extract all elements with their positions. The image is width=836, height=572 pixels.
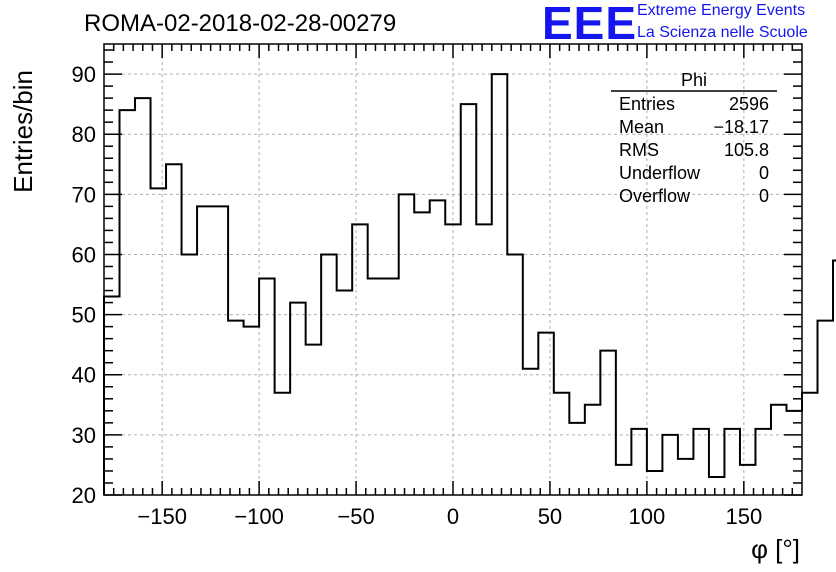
histogram-bin — [166, 164, 182, 495]
histogram-bin — [461, 104, 477, 495]
x-tick-label: 150 — [725, 504, 762, 529]
x-tick-label: 50 — [538, 504, 562, 529]
stats-value-rms: 105.8 — [724, 140, 769, 160]
plot-title: ROMA-02-2018-02-28-00279 — [84, 10, 397, 37]
eee-tagline-1: Extreme Energy Events — [637, 2, 806, 19]
stats-label-underflow: Underflow — [619, 163, 701, 183]
y-tick-label: 80 — [72, 122, 96, 147]
x-tick-label: 100 — [629, 504, 666, 529]
histogram-bin — [693, 429, 709, 495]
histogram-bin — [197, 206, 213, 495]
x-tick-label: −100 — [234, 504, 284, 529]
y-tick-label: 40 — [72, 363, 96, 388]
histogram-bin — [476, 224, 492, 495]
y-tick-label: 60 — [72, 242, 96, 267]
histogram-bin — [275, 393, 291, 495]
histogram-bin — [818, 321, 834, 495]
stats-label-entries: Entries — [619, 94, 675, 114]
histogram-bin — [569, 423, 585, 495]
histogram-step-line — [103, 73, 836, 495]
histogram-bin — [306, 345, 322, 495]
y-tick-label: 90 — [72, 62, 96, 87]
stats-box: Phi Entries 2596 Mean −18.17 RMS 105.8 U… — [611, 70, 777, 206]
histogram-bin — [585, 405, 601, 495]
histogram-bin — [135, 98, 151, 495]
y-tick-label: 20 — [72, 483, 96, 508]
histogram-bin — [600, 351, 616, 495]
histogram-bin — [352, 224, 368, 495]
histogram-bin — [182, 254, 198, 495]
histogram-bin — [445, 224, 461, 495]
histogram-bin — [414, 212, 430, 495]
histogram-bin — [383, 279, 399, 495]
y-tick-label: 70 — [72, 182, 96, 207]
stats-label-overflow: Overflow — [619, 186, 691, 206]
histogram-bin — [554, 393, 570, 495]
histogram-bin — [399, 194, 415, 495]
axis-ticks — [104, 44, 802, 496]
histogram-bin — [151, 188, 167, 495]
histogram-bin — [337, 291, 353, 495]
histogram-bin — [430, 200, 446, 495]
x-axis-title: φ [°] — [751, 534, 800, 564]
eee-logo: EEE — [542, 0, 638, 49]
stats-value-entries: 2596 — [729, 94, 769, 114]
histogram-bin — [259, 279, 275, 495]
histogram-bin — [755, 429, 771, 495]
y-tick-label: 50 — [72, 303, 96, 328]
histogram-bin — [771, 405, 787, 495]
y-axis-title: Entries/bin — [8, 70, 38, 193]
x-tick-labels: −150 −100 −50 0 50 100 150 — [137, 504, 762, 529]
histogram-bin — [368, 279, 384, 495]
histogram-bin — [244, 327, 260, 495]
histogram-bin — [724, 429, 740, 495]
stats-title: Phi — [681, 70, 707, 90]
x-tick-label: −50 — [337, 504, 374, 529]
histogram-bin — [538, 333, 554, 495]
x-tick-label: −150 — [137, 504, 187, 529]
histogram-bin — [709, 477, 725, 495]
stats-label-mean: Mean — [619, 117, 664, 137]
y-tick-labels: 20 30 40 50 60 70 80 90 — [72, 62, 96, 508]
y-tick-label: 30 — [72, 423, 96, 448]
stats-value-mean: −18.17 — [713, 117, 769, 137]
histogram-bin — [228, 321, 244, 495]
histogram-bin — [120, 110, 136, 495]
histogram-bin — [523, 369, 539, 495]
histogram-bin — [802, 393, 818, 495]
histogram-bin — [662, 435, 678, 495]
stats-value-overflow: 0 — [759, 186, 769, 206]
histogram-bin — [213, 206, 229, 495]
histogram-bin — [647, 471, 663, 495]
eee-tagline-2: La Scienza nelle Scuole — [637, 24, 808, 41]
histogram-bin — [492, 74, 508, 495]
histogram-bin — [290, 303, 306, 495]
x-tick-label: 0 — [447, 504, 459, 529]
histogram-bin — [507, 254, 523, 495]
stats-value-underflow: 0 — [759, 163, 769, 183]
histogram-bin — [321, 254, 337, 495]
stats-label-rms: RMS — [619, 140, 659, 160]
histogram-bin — [631, 429, 647, 495]
